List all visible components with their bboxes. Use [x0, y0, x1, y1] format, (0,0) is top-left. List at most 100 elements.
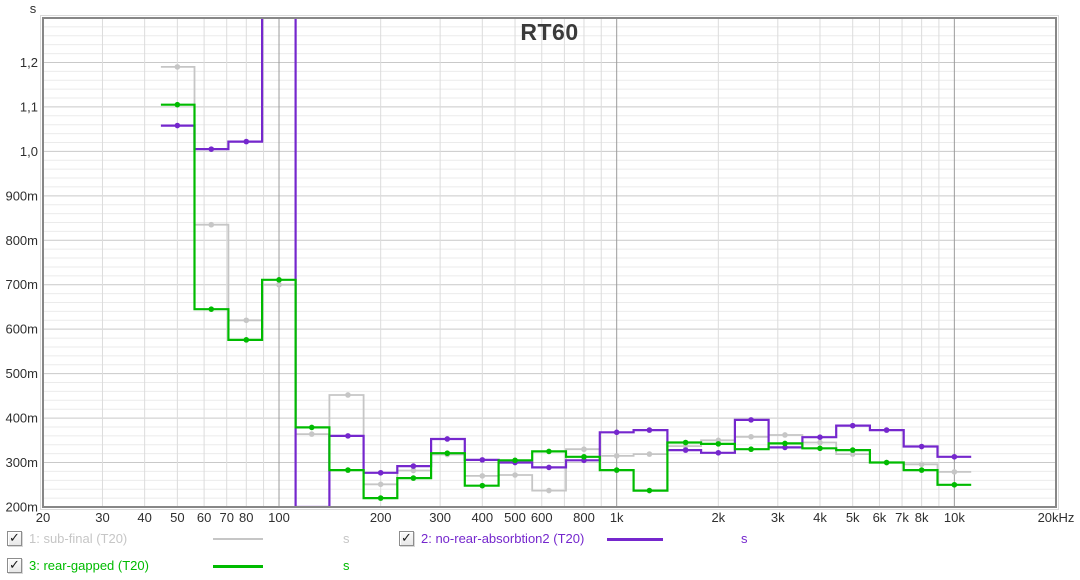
legend-label-3[interactable]: 3: rear-gapped (T20): [29, 558, 149, 573]
series-dot-1: [345, 392, 351, 398]
series-dot-3: [345, 467, 351, 473]
series-dot-1: [613, 453, 620, 459]
series-dot-2: [748, 417, 754, 423]
series-dot-2: [410, 463, 417, 469]
x-tick-label: 50: [170, 510, 184, 525]
series-dot-3: [546, 448, 552, 455]
y-tick-label: 600m: [5, 322, 38, 337]
series-dot-2: [682, 447, 689, 453]
series-dot-1: [817, 439, 823, 446]
y-tick-label: 700m: [5, 277, 38, 292]
x-tick-label: 20: [36, 510, 50, 525]
series-dot-2: [345, 433, 351, 439]
series-dot-1: [748, 433, 754, 440]
y-tick-labels: 1,2 1,1 1,0 900m 800m 700m 600m 500m 400m 300m 200…: [5, 55, 38, 515]
x-tick-label: 500: [504, 510, 526, 525]
series-dot-3: [276, 277, 282, 283]
y-tick-label: 300m: [5, 455, 38, 470]
series-dot-2: [208, 146, 215, 152]
series-dot-3: [849, 447, 856, 453]
series-dot-2: [646, 427, 653, 433]
plot-frame-shadow: [40, 15, 1059, 510]
x-tick-label: 4k: [813, 510, 827, 525]
series-dot-3: [444, 450, 451, 457]
x-tick-label: 10k: [944, 510, 965, 525]
y-tick-label: 200m: [5, 500, 38, 515]
y-tick-label: 1,1: [20, 99, 38, 114]
series-dot-1: [951, 469, 958, 475]
series-dot-2: [918, 443, 925, 450]
x-tick-label: 400: [471, 510, 493, 525]
y-tick-label: 1,0: [20, 144, 38, 159]
h-gridlines: [43, 26, 1056, 499]
series-dot-3: [715, 441, 722, 447]
series-dot-1: [918, 461, 925, 468]
plot-border: [42, 17, 1057, 508]
series-dot-1: [479, 473, 486, 479]
series-dot-3: [377, 495, 384, 501]
series-dot-3: [682, 439, 689, 446]
series-dot-3: [817, 445, 823, 452]
x-tick-label: 600: [531, 510, 553, 525]
legend-label-2[interactable]: 2: no-rear-absorbtion2 (T20): [421, 531, 585, 546]
series-dot-2: [243, 138, 250, 145]
series-dot-2: [174, 122, 181, 129]
x-tick-label: 70: [219, 510, 233, 525]
y-tick-label: 900m: [5, 188, 38, 203]
x-tick-label: 3k: [771, 510, 785, 525]
plot-area[interactable]: [43, 18, 1056, 507]
series-dot-3: [410, 475, 417, 481]
y-tick-label: 400m: [5, 411, 38, 426]
series-dot-2: [546, 464, 552, 471]
series-dot-2: [444, 436, 451, 442]
legend-line-sample-3: [213, 565, 263, 568]
series-dot-3: [646, 487, 653, 494]
y-axis-unit-label: s: [29, 1, 37, 16]
legend-checkbox-1[interactable]: ✓: [7, 531, 22, 546]
series-dot-3: [613, 467, 620, 473]
series-dot-2: [715, 449, 722, 456]
legend-checkbox-3[interactable]: ✓: [7, 558, 22, 573]
series-dot-3: [308, 424, 315, 431]
x-tick-label: 7k: [895, 510, 909, 525]
series-dot-1: [308, 431, 315, 437]
series-dot-1: [174, 64, 181, 70]
x-tick-label: 800: [573, 510, 595, 525]
series-dot-3: [951, 481, 958, 488]
series-dot-1: [243, 317, 250, 324]
legend-row-2: ✓ 3: rear-gapped (T20) s: [0, 558, 1080, 575]
x-tick-label: 8k: [915, 510, 929, 525]
legend-unit-3: s: [343, 558, 350, 573]
series-dot-3: [243, 337, 250, 343]
x-tick-label: 20kHz: [1038, 510, 1075, 525]
series-dot-2: [782, 444, 788, 451]
legend-checkbox-2[interactable]: ✓: [399, 531, 414, 546]
checkbox-check-icon: ✓: [9, 530, 20, 545]
x-tick-label: 2k: [711, 510, 725, 525]
series-dot-3: [918, 467, 925, 473]
legend-unit-2: s: [741, 531, 748, 546]
series-dot-3: [512, 457, 518, 464]
chart-title: RT60: [520, 19, 579, 45]
series-dot-1: [276, 281, 282, 288]
x-tick-label: 60: [197, 510, 211, 525]
y-tick-label: 800m: [5, 233, 38, 248]
series-dot-3: [748, 446, 754, 453]
series-dot-3: [479, 482, 486, 489]
series-dot-1: [377, 481, 384, 488]
checkbox-check-icon: ✓: [401, 530, 412, 545]
x-tick-label: 6k: [873, 510, 887, 525]
series-dot-3: [782, 440, 788, 447]
series-dot-2: [377, 469, 384, 476]
series-dot-2: [951, 453, 958, 460]
y-tick-label: 1,2: [20, 55, 38, 70]
legend-label-1[interactable]: 1: sub-final (T20): [29, 531, 128, 546]
series-3: [160, 101, 972, 501]
v-gridlines: [101, 18, 955, 507]
series-dot-3: [581, 453, 587, 460]
series-dot-2: [817, 434, 823, 441]
legend-unit-1: s: [343, 531, 350, 546]
x-tick-label: 200: [370, 510, 392, 525]
series-dot-1: [646, 451, 653, 457]
